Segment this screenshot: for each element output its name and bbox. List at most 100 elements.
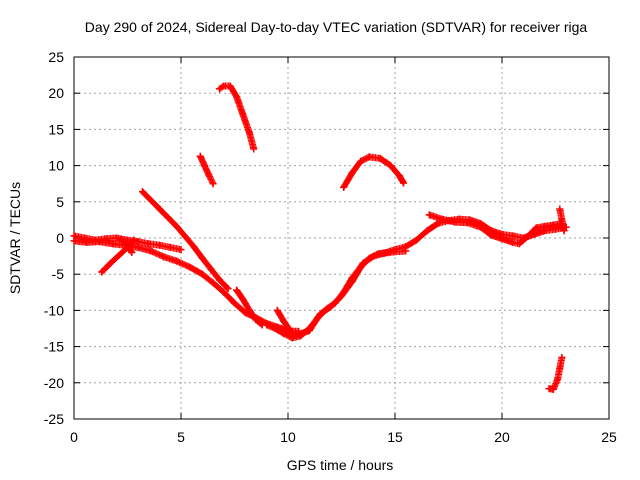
- data-point: [241, 309, 249, 317]
- data-point: [487, 231, 495, 239]
- series-seg-valley: [263, 215, 570, 342]
- data-point: [391, 248, 399, 256]
- data-point: [198, 254, 206, 262]
- data-points: [70, 82, 570, 393]
- y-tick-label: -20: [44, 375, 64, 391]
- series-seg-steep-drop: [138, 188, 232, 293]
- data-point: [316, 310, 324, 318]
- data-point: [96, 238, 104, 246]
- data-point: [357, 157, 365, 165]
- series-seg-midday-arc: [340, 153, 408, 191]
- data-point: [477, 223, 485, 231]
- data-point: [102, 235, 110, 243]
- data-point: [216, 85, 224, 93]
- data-point: [549, 221, 557, 229]
- series-seg-evening: [425, 211, 566, 248]
- data-point: [231, 299, 238, 307]
- series-seg-high-arc: [216, 82, 258, 153]
- data-point: [273, 306, 281, 314]
- y-axis: -25 -20 -15 -10 -5 0 5 10 15 20 25: [44, 49, 609, 427]
- data-point: [498, 235, 506, 243]
- data-point: [245, 306, 253, 314]
- data-point: [147, 247, 155, 255]
- y-tick-label: 5: [56, 194, 64, 210]
- y-tick-label: 25: [48, 49, 64, 65]
- x-tick-label: 0: [70, 429, 78, 445]
- data-point: [138, 188, 146, 196]
- data-point: [509, 238, 517, 246]
- data-point: [509, 232, 517, 240]
- data-point: [145, 240, 153, 248]
- data-point: [190, 243, 198, 251]
- data-point: [166, 243, 174, 251]
- data-point: [233, 93, 241, 101]
- data-point: [156, 205, 164, 213]
- data-point: [376, 154, 384, 162]
- data-point: [239, 296, 247, 304]
- series-seg-valley-lower: [284, 247, 410, 338]
- series-seg-late-spike: [556, 205, 568, 235]
- data-point: [160, 253, 168, 261]
- series-markers: [284, 247, 410, 338]
- data-point: [464, 219, 472, 227]
- data-point: [196, 152, 204, 160]
- data-point: [252, 316, 260, 324]
- data-point: [295, 330, 303, 338]
- data-point: [305, 327, 313, 335]
- series-seg-short-drop: [196, 152, 217, 188]
- data-point: [558, 353, 566, 361]
- data-point: [532, 224, 540, 232]
- data-point: [128, 248, 136, 256]
- data-point: [239, 111, 247, 119]
- series-markers: [138, 188, 232, 293]
- data-point: [556, 364, 564, 372]
- data-point: [359, 259, 367, 267]
- data-point: [541, 222, 549, 230]
- data-point: [400, 179, 408, 187]
- data-point: [181, 233, 189, 241]
- data-point: [271, 325, 279, 332]
- data-point: [198, 270, 206, 278]
- y-tick-label: -10: [44, 302, 64, 318]
- data-point: [438, 215, 446, 223]
- data-point: [524, 233, 532, 241]
- series-markers: [70, 237, 303, 335]
- data-point: [402, 247, 410, 255]
- y-tick-label: 15: [48, 121, 64, 137]
- data-point: [365, 153, 373, 161]
- data-point: [220, 82, 228, 90]
- data-point: [451, 218, 459, 226]
- data-point: [263, 321, 271, 329]
- data-point: [106, 259, 114, 267]
- x-tick-label: 10: [280, 429, 296, 445]
- y-tick-label: -5: [52, 266, 65, 282]
- data-point: [380, 249, 388, 257]
- series-seg-rise-late-2: [117, 235, 136, 256]
- data-point: [83, 238, 91, 246]
- x-tick-label: 5: [177, 429, 185, 445]
- series-markers: [216, 82, 258, 153]
- data-point: [387, 162, 395, 170]
- data-point: [280, 330, 288, 338]
- data-point: [205, 171, 213, 179]
- data-point: [245, 129, 253, 137]
- data-point: [113, 234, 121, 242]
- data-point: [207, 265, 215, 273]
- x-tick-label: 25: [601, 429, 617, 445]
- series-seg-late-low: [545, 353, 566, 393]
- data-point: [134, 243, 142, 251]
- data-point: [560, 227, 568, 235]
- series-seg-baseline-lower: [70, 237, 303, 335]
- y-tick-label: 0: [56, 230, 64, 246]
- data-point: [124, 241, 131, 249]
- data-point: [280, 317, 288, 325]
- data-point: [177, 246, 185, 254]
- data-point: [558, 216, 566, 224]
- data-point: [549, 385, 557, 393]
- data-point: [164, 214, 172, 222]
- data-point: [348, 277, 356, 285]
- data-point: [556, 205, 564, 213]
- data-point: [515, 240, 523, 248]
- data-point: [98, 268, 106, 276]
